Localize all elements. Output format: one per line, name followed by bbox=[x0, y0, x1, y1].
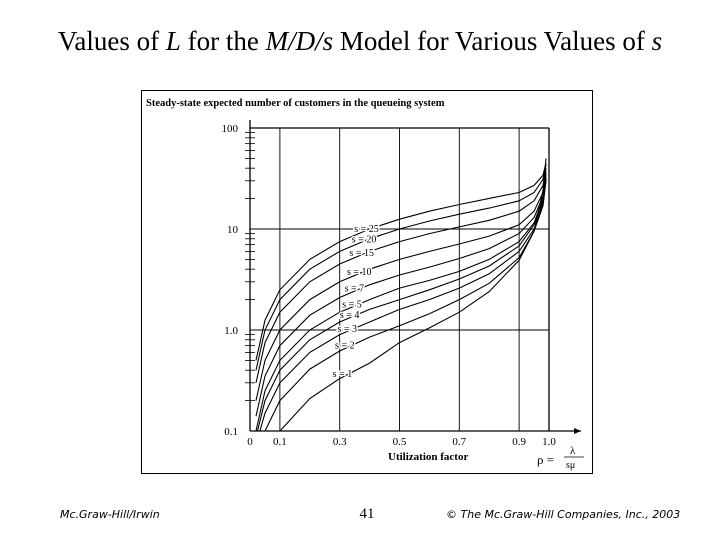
series-label: s = 25 bbox=[354, 224, 379, 235]
title-part: Model for Various Values of bbox=[333, 26, 652, 56]
x-tick-label: 0.1 bbox=[273, 436, 287, 448]
x-axis-label: Utilization factor bbox=[388, 451, 468, 463]
title-part: for the bbox=[180, 26, 266, 56]
series-label: s = 15 bbox=[349, 248, 374, 259]
y-tick-label: 0.1 bbox=[224, 426, 238, 438]
series-line bbox=[279, 158, 547, 432]
series-label: s = 1 bbox=[333, 369, 353, 380]
y-tick-labels: 0.1 1.0 10 100 bbox=[222, 123, 239, 438]
footer-publisher: Mc.Graw-Hill/Irwin bbox=[60, 508, 160, 521]
title-part: L bbox=[165, 26, 181, 56]
x-tick-label: 0.7 bbox=[452, 436, 466, 448]
axes bbox=[249, 120, 581, 434]
y-tick-label: 1.0 bbox=[224, 325, 238, 337]
x-tick-labels: 0 0.1 0.3 0.5 0.7 0.9 1.0 bbox=[247, 436, 556, 448]
rho-lhs: ρ = bbox=[537, 452, 554, 467]
series-line bbox=[255, 173, 547, 417]
x-tick-label: 1.0 bbox=[542, 436, 556, 448]
x-tick-label: 0.3 bbox=[333, 436, 347, 448]
chart-frame bbox=[141, 90, 593, 474]
series-line bbox=[255, 176, 547, 432]
series-label: s = 20 bbox=[352, 235, 377, 246]
x-axis-arrow bbox=[574, 428, 581, 434]
series-line bbox=[255, 171, 547, 401]
series-line bbox=[256, 177, 547, 432]
x-tick-label: 0 bbox=[247, 436, 253, 448]
x-tick-label: 0.9 bbox=[512, 436, 526, 448]
title-part: s bbox=[651, 26, 663, 56]
page-number: 41 bbox=[359, 506, 375, 522]
slide-title: Values of L for the M/D/s Model for Vari… bbox=[0, 26, 720, 57]
series-label: s = 5 bbox=[342, 299, 362, 310]
series-label: s = 4 bbox=[340, 310, 360, 321]
series-labels: s = 25s = 20 s = 15 s = 10 s = 7 s = 5s = 4 s… bbox=[331, 222, 380, 381]
title-part: M/D/s bbox=[265, 26, 334, 56]
series-line bbox=[255, 164, 547, 371]
rho-numerator: λ bbox=[570, 445, 576, 457]
rho-formula: ρ = λ sμ bbox=[537, 445, 584, 471]
rho-denominator: sμ bbox=[566, 460, 575, 471]
y-tick-label: 100 bbox=[222, 123, 239, 135]
series-label: s = 10 bbox=[347, 267, 372, 278]
series-label: s = 7 bbox=[345, 284, 365, 295]
series-line bbox=[255, 162, 547, 361]
series-line bbox=[259, 179, 547, 432]
footer-copyright: © The Mc.Graw-Hill Companies, Inc., 2003 bbox=[446, 508, 681, 521]
series-lines bbox=[255, 158, 547, 432]
title-part: Values of bbox=[57, 26, 166, 56]
series-line bbox=[255, 168, 547, 383]
series-label: s = 3 bbox=[337, 324, 357, 335]
series-label: s = 2 bbox=[335, 341, 355, 352]
chart: Steady-state expected number of customer… bbox=[141, 90, 593, 474]
y-tick-label: 10 bbox=[227, 224, 239, 236]
chart-title: Steady-state expected number of customer… bbox=[146, 98, 445, 109]
x-tick-label: 0.5 bbox=[393, 436, 407, 448]
